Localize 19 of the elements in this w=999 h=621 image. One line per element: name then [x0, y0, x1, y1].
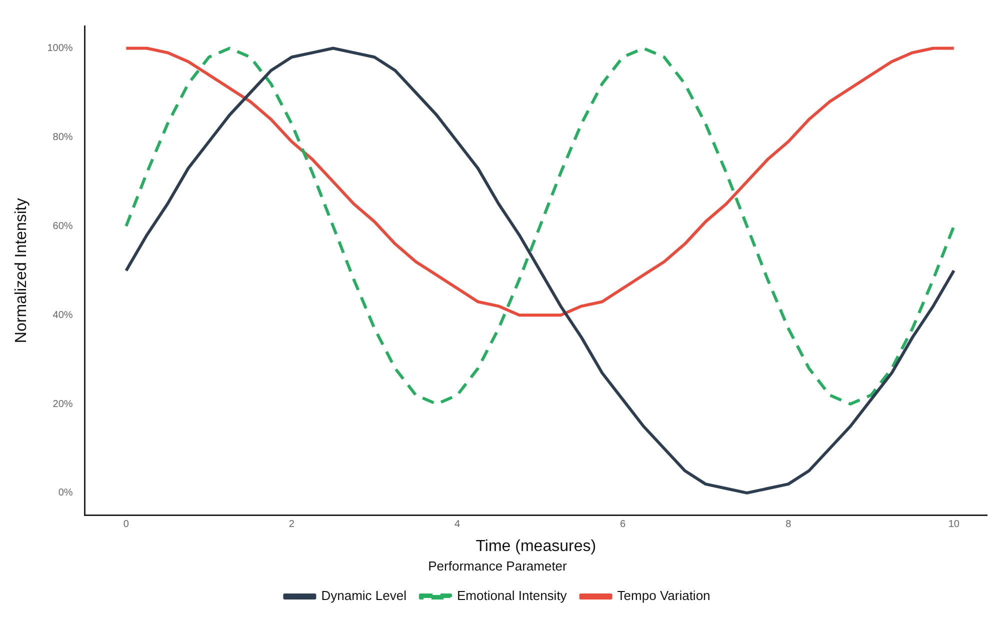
y-tick-label: 80% [52, 132, 73, 143]
legend-label: Emotional Intensity [456, 588, 568, 604]
y-tick-label: 0% [58, 488, 73, 499]
x-tick-label: 8 [786, 518, 792, 530]
legend-title: Performance Parameter [428, 558, 568, 574]
y-tick-label: 60% [52, 220, 73, 232]
x-tick-label: 2 [288, 518, 295, 530]
x-axis-title: Time (measures) [476, 538, 596, 556]
y-tick-label: 40% [52, 310, 73, 321]
legend-label: Dynamic Level [321, 588, 407, 604]
y-axis-title: Normalized Intensity [13, 198, 30, 344]
x-tick-label: 6 [620, 518, 626, 530]
x-tick-label: 10 [948, 518, 960, 530]
y-tick-label: 100% [47, 42, 73, 54]
legend-label: Tempo Variation [617, 588, 710, 604]
line-series [124, 46, 956, 406]
y-tick-label: 20% [52, 398, 73, 410]
x-tick-label: 0 [123, 518, 130, 530]
x-tick-label: 4 [454, 518, 460, 530]
